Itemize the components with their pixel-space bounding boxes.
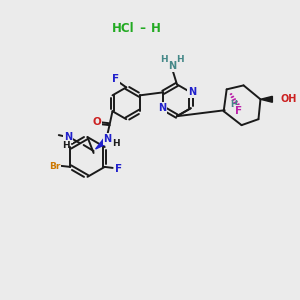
Text: H: H [230, 100, 237, 109]
Text: HCl: HCl [112, 22, 134, 35]
Text: O: O [92, 117, 101, 127]
Text: F: F [112, 74, 119, 84]
Polygon shape [96, 139, 107, 149]
Polygon shape [260, 96, 272, 102]
Text: N: N [103, 134, 112, 144]
Text: N: N [188, 87, 196, 97]
Text: H: H [62, 140, 70, 149]
Text: Br: Br [49, 162, 60, 171]
Text: N: N [158, 103, 166, 113]
Text: H: H [151, 22, 161, 35]
Text: N: N [64, 132, 72, 142]
Text: F: F [235, 106, 242, 116]
Text: H: H [176, 55, 184, 64]
Text: F: F [115, 164, 122, 174]
Text: H: H [112, 139, 119, 148]
Text: –: – [136, 22, 150, 35]
Text: N: N [168, 61, 176, 71]
Text: OH: OH [280, 94, 297, 104]
Text: H: H [160, 55, 168, 64]
